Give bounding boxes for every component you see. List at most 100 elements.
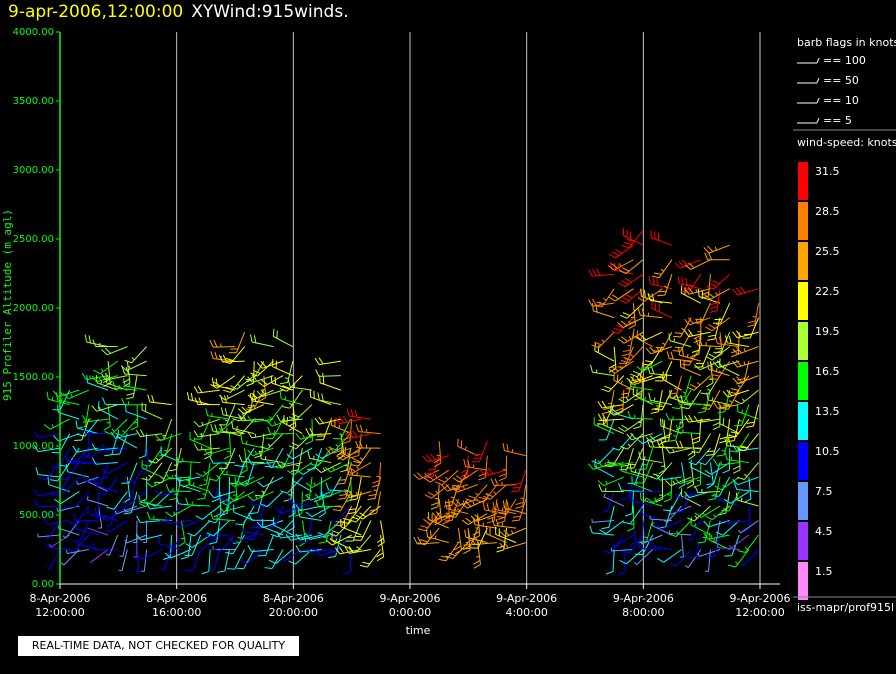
barb-staff <box>376 491 382 514</box>
barb-staff <box>669 340 692 348</box>
barb-flag-10 <box>344 491 351 499</box>
barb-flag-10 <box>424 494 432 499</box>
barb-flag-10 <box>737 550 746 554</box>
barb-staff <box>598 447 615 465</box>
wind-barb <box>691 433 711 453</box>
wind-barb <box>684 259 711 271</box>
barb-flag-10 <box>276 330 278 339</box>
barb-staff <box>623 235 644 246</box>
barb-flag-10 <box>709 282 717 287</box>
wind-barb <box>57 404 80 420</box>
barb-flag-5 <box>163 449 168 452</box>
wind-barb <box>136 549 163 560</box>
barb-flag-10 <box>217 570 225 573</box>
barb-staff <box>232 534 246 554</box>
barb-staff <box>86 476 109 482</box>
barb-staff <box>504 450 526 457</box>
barb-flag-5 <box>283 462 286 467</box>
barb-flag-5 <box>334 538 338 542</box>
barb-flag-10 <box>348 519 357 523</box>
color-scale-label: 7.5 <box>815 485 833 498</box>
wind-barb <box>256 389 284 398</box>
barb-flag-10 <box>703 247 710 254</box>
barb-flag-10 <box>180 556 189 560</box>
wind-barb <box>81 373 109 381</box>
barb-flag-10 <box>164 516 170 524</box>
barb-flag-5 <box>359 457 364 461</box>
barb-flag-10 <box>499 542 506 550</box>
barb-flag-10 <box>198 483 207 487</box>
barb-flag-10 <box>652 277 655 285</box>
barb-flag-5 <box>82 421 87 423</box>
barb-flag-5 <box>167 551 171 555</box>
barb-staff <box>287 361 294 383</box>
wind-barb <box>288 433 313 450</box>
wind-barb <box>119 534 128 558</box>
barb-flag-10 <box>288 416 297 421</box>
barb-flag-10 <box>503 529 510 536</box>
wind-barb <box>638 392 663 406</box>
barb-flag-10 <box>226 568 235 570</box>
wind-barb <box>697 389 711 414</box>
barb-flag-10 <box>686 386 695 391</box>
wind-barb <box>622 227 644 246</box>
wind-barb <box>711 476 731 497</box>
wind-barb <box>707 361 730 377</box>
barb-flag-10 <box>279 387 288 392</box>
barb-flag-10 <box>353 460 361 464</box>
barb-staff <box>437 484 440 507</box>
wind-barb <box>260 491 284 508</box>
barb-staff <box>640 404 644 427</box>
barb-staff <box>132 375 138 398</box>
wind-barb <box>681 389 702 410</box>
barb-flag-10 <box>266 420 273 427</box>
barb-flag-10 <box>186 392 190 400</box>
barb-flag-10 <box>639 334 647 341</box>
wind-barb <box>325 482 351 493</box>
wind-barb <box>709 288 721 313</box>
barb-flag-10 <box>426 529 429 537</box>
wind-barb <box>733 404 750 427</box>
wind-barb <box>344 430 372 440</box>
barb-flag-5 <box>338 424 341 429</box>
barb-flag-10 <box>671 407 680 410</box>
wind-barb <box>664 505 682 523</box>
barb-flag-5 <box>469 539 473 542</box>
wind-barb <box>186 392 211 406</box>
barb-flag-10 <box>706 382 714 388</box>
barb-staff <box>262 520 284 529</box>
barb-flag-5 <box>60 562 65 566</box>
barb-flag-10 <box>426 472 435 475</box>
barb-flag-10 <box>590 364 593 373</box>
barb-flag-10 <box>722 391 729 398</box>
barb-staff <box>731 534 740 556</box>
wind-barb <box>235 505 255 526</box>
wind-barb <box>705 346 730 361</box>
barb-flag-10 <box>82 415 87 423</box>
barb-flag-10 <box>626 527 635 532</box>
wind-barb <box>71 491 90 509</box>
barb-flag-10 <box>675 440 680 448</box>
barb-staff <box>281 398 303 406</box>
wind-barb <box>117 429 138 449</box>
wind-barb <box>228 476 255 488</box>
barb-flag-10 <box>693 415 699 423</box>
barb-flag-10 <box>93 482 102 485</box>
wind-barb <box>115 418 138 437</box>
barb-flag-10 <box>337 482 345 485</box>
barb-legend-flag <box>816 57 820 64</box>
barb-staff <box>670 491 682 511</box>
barb-flag-10 <box>705 515 713 521</box>
wind-barb <box>635 534 654 556</box>
wind-barb <box>114 505 138 515</box>
wind-barb <box>175 454 201 464</box>
barb-flag-10 <box>92 339 97 347</box>
barb-flag-10 <box>104 454 112 457</box>
wind-barb <box>340 519 362 536</box>
barb-flag-10 <box>256 390 263 398</box>
barb-flag-10 <box>734 399 742 405</box>
barb-flag-5 <box>124 508 126 513</box>
barb-staff <box>126 360 147 372</box>
barb-staff <box>143 549 148 572</box>
